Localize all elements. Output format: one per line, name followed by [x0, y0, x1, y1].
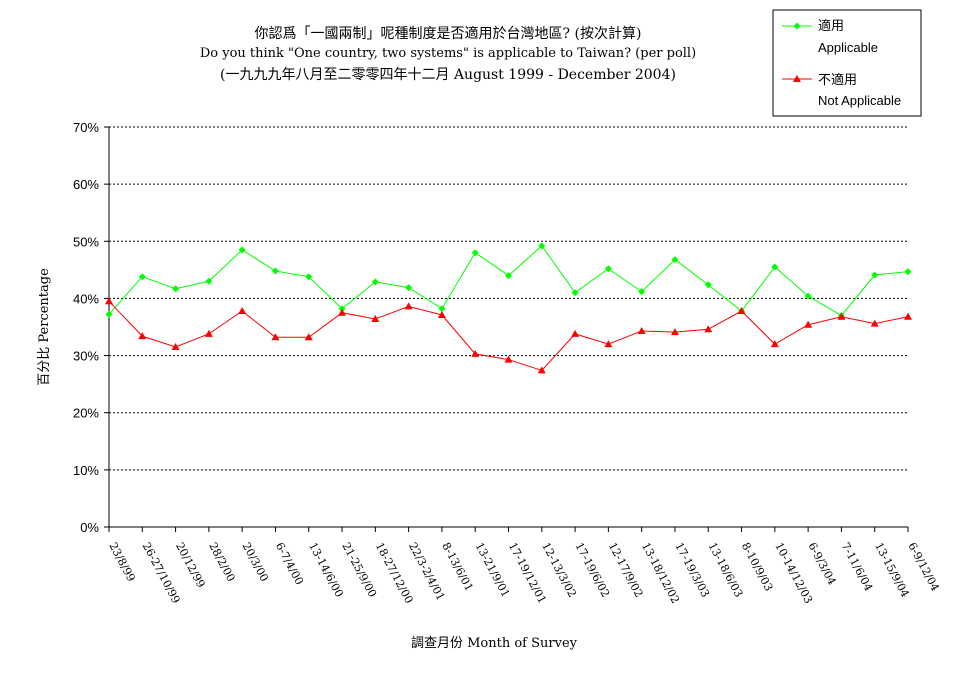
series-layer [105, 242, 912, 374]
data-point [904, 268, 912, 276]
data-point [804, 320, 813, 328]
data-point [871, 271, 879, 279]
legend-label-not-applicable-zh: 不適用 [818, 72, 857, 87]
chart-title-block: 你認爲「一國兩制」呢種制度是否適用於台灣地區? (按次計算) Do you th… [200, 25, 696, 83]
data-point [238, 246, 246, 254]
x-tick-label: 28/2/00 [206, 540, 237, 584]
x-tick-label: 7-11/6/04 [839, 540, 875, 593]
data-point [737, 307, 746, 314]
data-point [504, 355, 513, 363]
data-point [770, 340, 779, 348]
data-point [371, 315, 380, 322]
y-tick-label: 60% [73, 177, 99, 192]
x-tick-label: 20/3/00 [240, 540, 271, 584]
data-point [271, 333, 280, 341]
data-point [138, 273, 146, 281]
x-tick-label: 6-7/4/00 [273, 540, 306, 587]
data-point [837, 312, 846, 320]
y-tick-label: 40% [73, 291, 99, 306]
series-line [108, 245, 909, 317]
data-point [338, 308, 347, 316]
legend-marker-not-applicable [793, 75, 801, 82]
data-point [471, 349, 480, 357]
data-point [438, 305, 446, 313]
x-tick-label: 6-9/12/04 [905, 540, 941, 593]
y-tick-label: 0% [80, 520, 99, 535]
data-point [405, 284, 413, 292]
data-point [371, 278, 379, 286]
data-point [638, 288, 646, 296]
data-point [537, 366, 546, 374]
data-point [505, 272, 512, 280]
x-tick-label: 23/8/99 [106, 540, 137, 584]
x-tick-label: 20/12/99 [173, 540, 208, 590]
data-point [571, 329, 580, 337]
data-point [171, 343, 180, 350]
data-point [471, 249, 479, 257]
legend-marker-applicable [793, 22, 801, 30]
series-applicable [105, 242, 912, 320]
data-point [670, 328, 679, 336]
data-point [305, 273, 313, 281]
data-point [870, 319, 879, 327]
x-tick-label: 13-14/6/00 [306, 540, 346, 599]
data-point [437, 311, 446, 318]
legend-label-not-applicable-en: Not Applicable [818, 93, 901, 108]
y-axis-label: 百分比 Percentage [37, 268, 52, 386]
chart-title: 你認爲「一國兩制」呢種制度是否適用於台灣地區? (按次計算) [255, 25, 642, 42]
y-axis-ticks: 0% 10% 20% 30% 40% 50% 60% 70% [73, 120, 109, 535]
data-point [205, 277, 213, 285]
series-not-applicable [105, 297, 912, 374]
x-tick-label: 13-21/9/01 [473, 540, 513, 599]
data-point [904, 312, 912, 320]
data-point [771, 263, 779, 271]
data-point [204, 329, 213, 337]
y-tick-label: 30% [73, 349, 99, 364]
data-point [804, 292, 812, 300]
data-point [571, 289, 579, 297]
data-point [604, 340, 613, 348]
y-tick-label: 70% [73, 120, 99, 135]
data-point [172, 285, 180, 293]
legend-label-applicable-en: Applicable [818, 40, 878, 55]
data-point [304, 333, 313, 341]
x-axis-label: 調查月份 Month of Survey [411, 636, 578, 651]
legend-label-applicable-zh: 適用 [818, 18, 844, 33]
data-point [404, 302, 413, 310]
x-tick-label: 8-10/9/03 [739, 540, 775, 593]
x-tick-label: 6-9/3/04 [805, 540, 838, 587]
data-point [138, 332, 147, 340]
data-point [637, 327, 646, 334]
data-point [105, 297, 113, 305]
y-tick-label: 20% [73, 406, 99, 421]
data-point [704, 281, 712, 289]
x-tick-label: 13-15/9/04 [872, 540, 912, 599]
data-point [538, 242, 546, 250]
y-tick-label: 50% [73, 234, 99, 249]
chart-date-range: (一九九九年八月至二零零四年十二月 August 1999 - December… [220, 67, 676, 83]
data-point [604, 265, 612, 273]
data-point [105, 310, 113, 318]
x-tick-label: 8-13/6/01 [439, 540, 475, 593]
data-point [704, 325, 713, 333]
gridlines [109, 126, 908, 471]
data-point [671, 256, 679, 264]
data-point [271, 267, 279, 275]
chart-subtitle: Do you think "One country, two systems" … [200, 46, 696, 61]
y-tick-label: 10% [73, 463, 99, 478]
legend: 適用 Applicable 不適用 Not Applicable [772, 9, 922, 117]
data-point [238, 307, 247, 314]
